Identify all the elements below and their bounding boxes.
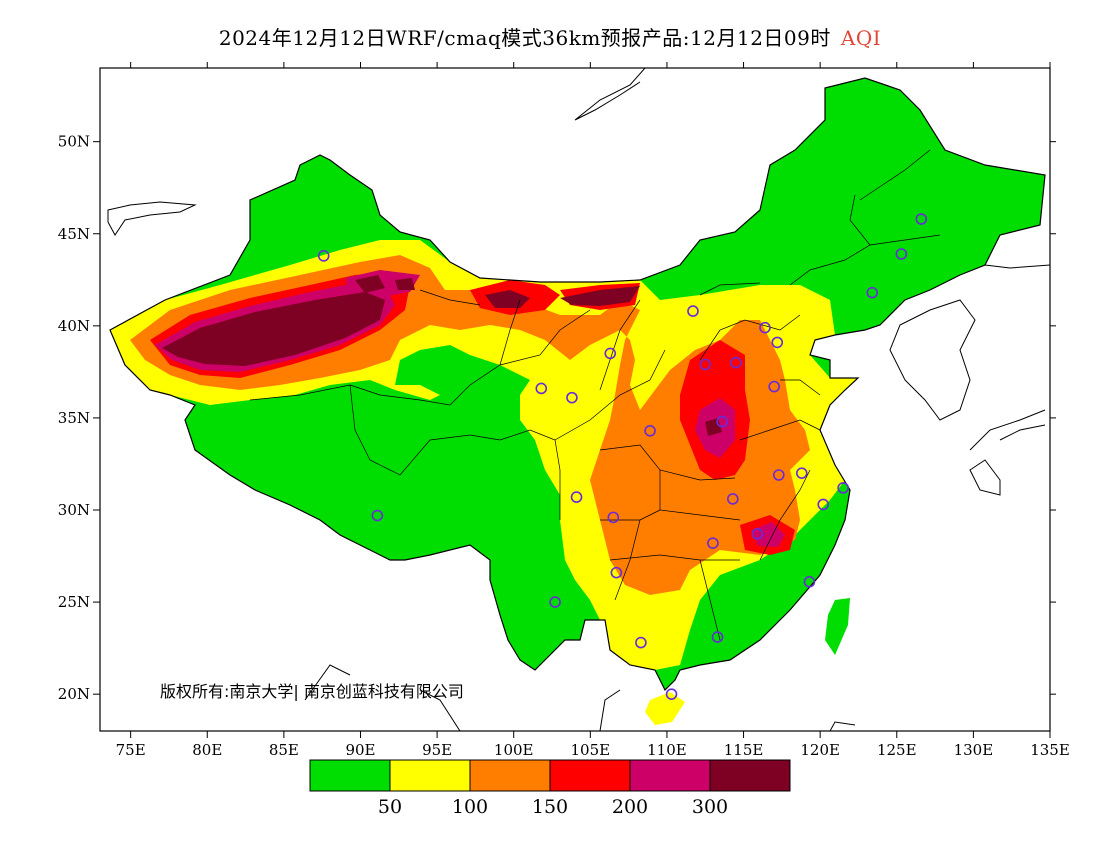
station-marker	[817, 498, 830, 511]
y-tick-label: 30N	[58, 501, 90, 519]
y-tick-label: 25N	[58, 593, 90, 611]
station-markers	[317, 213, 928, 700]
legend-label: 300	[692, 796, 728, 818]
aqi-legend: 50 100 150 200 300	[309, 759, 791, 818]
station-marker	[837, 482, 849, 494]
station-marker	[604, 347, 617, 360]
station-marker	[915, 213, 928, 225]
x-tick-label: 90E	[345, 741, 375, 759]
legend-swatch	[469, 759, 551, 792]
y-tick-label: 50N	[58, 133, 90, 151]
station-marker	[716, 415, 728, 428]
x-tick-label: 130E	[954, 741, 994, 759]
station-marker	[635, 636, 647, 649]
legend-label: 100	[452, 796, 488, 818]
legend-swatch	[309, 759, 391, 792]
y-tick-label: 20N	[58, 685, 90, 703]
station-marker	[644, 425, 656, 437]
copyright-text: 版权所有:南京大学| 南京创蓝科技有限公司	[160, 682, 464, 701]
x-tick-label: 125E	[877, 741, 917, 759]
station-marker	[895, 248, 908, 260]
station-marker	[866, 286, 879, 299]
title-variable: AQI	[840, 26, 882, 50]
station-marker	[751, 528, 764, 540]
x-tick-label: 105E	[571, 741, 611, 759]
station-marker	[711, 631, 724, 643]
legend-label: 50	[378, 796, 402, 818]
station-marker	[610, 566, 623, 579]
station-marker	[317, 250, 330, 262]
station-marker	[607, 511, 620, 524]
y-tick-label: 45N	[58, 225, 90, 243]
legend-swatch	[709, 759, 791, 792]
x-tick-label: 115E	[724, 741, 764, 759]
station-marker	[768, 380, 780, 393]
station-marker	[687, 305, 699, 317]
title-main: 2024年12月12日WRF/cmaq模式36km预报产品:12月12日09时	[218, 26, 831, 50]
legend-swatch	[389, 759, 471, 792]
x-axis: 75E 80E 85E 90E 95E 100E 105E 110E 115E 120E 125E 1…	[116, 62, 1070, 759]
y-axis: 20N 25N 30N 35N 40N 45N 50N	[58, 133, 1056, 703]
station-marker	[535, 382, 548, 395]
legend-swatch	[549, 759, 631, 792]
y-tick-label: 40N	[58, 317, 90, 335]
map-title: 2024年12月12日WRF/cmaq模式36km预报产品:12月12日09时 A…	[0, 22, 1100, 51]
basemap	[107, 68, 1050, 731]
station-marker	[371, 509, 384, 522]
map-frame	[99, 67, 1051, 732]
x-tick-label: 85E	[269, 741, 299, 759]
station-marker	[570, 491, 583, 503]
station-marker	[727, 493, 739, 505]
station-marker	[795, 467, 808, 479]
x-tick-label: 135E	[1030, 741, 1070, 759]
station-marker	[566, 391, 578, 404]
legend-label: 150	[532, 796, 568, 818]
x-tick-label: 110E	[647, 741, 687, 759]
station-marker	[707, 537, 719, 549]
legend-swatch	[629, 759, 711, 792]
station-marker	[730, 356, 742, 369]
station-marker	[549, 596, 561, 608]
x-tick-label: 95E	[422, 741, 452, 759]
station-marker	[759, 321, 771, 334]
x-tick-label: 80E	[192, 741, 222, 759]
station-marker	[665, 688, 678, 700]
x-tick-label: 120E	[800, 741, 840, 759]
station-marker	[803, 576, 816, 588]
station-marker	[699, 358, 712, 371]
x-tick-label: 75E	[116, 741, 146, 759]
station-marker	[772, 469, 785, 481]
x-tick-label: 100E	[494, 741, 534, 759]
y-tick-label: 35N	[58, 409, 90, 427]
station-marker	[771, 336, 784, 349]
legend-label: 200	[612, 796, 648, 818]
